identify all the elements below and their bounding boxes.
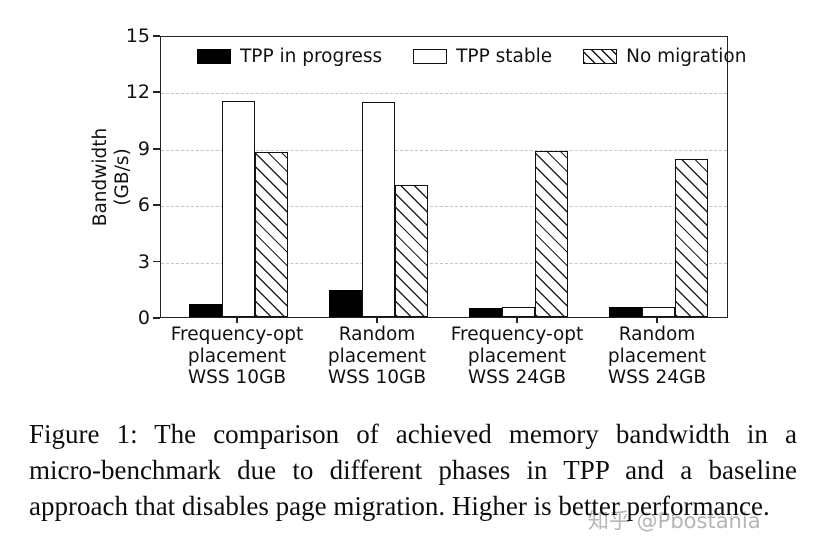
x-tick-label-line: Random — [338, 324, 416, 345]
bar-hatched — [394, 185, 428, 317]
legend-swatch-black-icon — [197, 49, 231, 64]
bar-white-outline — [641, 307, 675, 317]
legend-label: TPP stable — [456, 46, 553, 67]
y-tick-label: 12 — [125, 81, 150, 104]
y-tick-label: 0 — [137, 307, 150, 329]
y-gridline — [161, 93, 727, 95]
legend-item-no-migration: No migration — [583, 46, 746, 67]
y-tick-mark — [153, 35, 160, 37]
bar-solid-black — [328, 290, 362, 317]
y-tick-label: 6 — [137, 194, 150, 217]
x-tick-label-line: placement — [607, 345, 707, 367]
y-tick-mark — [153, 317, 160, 319]
x-tick-label-line: placement — [187, 345, 287, 367]
legend-label: No migration — [626, 46, 747, 67]
x-tick-label-line: Frequency-opt — [170, 324, 304, 345]
y-tick-mark — [153, 260, 160, 263]
bar-hatched — [534, 151, 568, 317]
legend-swatch-hatched-icon — [583, 49, 618, 64]
y-tick-mark — [153, 204, 160, 206]
legend-item-tpp-in-progress: TPP in progress — [197, 46, 382, 67]
bar-solid-black — [608, 307, 642, 317]
x-tick-mark — [516, 318, 518, 323]
x-tick-label: Frequency-opt placement WSS 24GB — [432, 324, 602, 389]
bar-solid-black — [468, 308, 502, 317]
x-tick-label-line: placement — [327, 345, 427, 367]
x-tick-label-line: WSS 10GB — [327, 367, 427, 388]
x-tick-label-line: Frequency-opt — [450, 324, 584, 345]
bar-white-outline — [361, 102, 395, 317]
y-tick-label: 3 — [137, 250, 150, 273]
bar-hatched — [254, 152, 288, 317]
x-tick-mark — [376, 318, 378, 323]
x-tick-label-line: WSS 24GB — [467, 367, 567, 388]
legend-label: TPP in progress — [240, 46, 383, 67]
x-tick-label-line: WSS 24GB — [607, 367, 707, 388]
caption-line: micro-benchmark due to different phases … — [29, 455, 797, 485]
x-tick-mark — [656, 318, 658, 323]
y-tick-mark — [153, 147, 160, 150]
bar-solid-black — [188, 304, 222, 317]
figure-caption: Figure 1: The comparison of achieved mem… — [29, 416, 797, 524]
caption-line: approach that disables page migration. H… — [29, 491, 770, 521]
watermark: 知乎 @Pbostania — [588, 509, 761, 533]
x-tick-mark — [236, 318, 238, 323]
x-tick-label: Random placement WSS 10GB — [292, 324, 462, 389]
x-tick-label-line: WSS 10GB — [187, 367, 287, 388]
y-tick-label: 9 — [137, 137, 150, 160]
legend: TPP in progress TPP stable No migration — [197, 46, 746, 67]
legend-item-tpp-stable: TPP stable — [413, 46, 552, 67]
y-tick-mark — [153, 91, 160, 94]
y-gridline — [161, 149, 727, 151]
x-tick-label: Random placement WSS 24GB — [572, 324, 742, 389]
bar-white-outline — [501, 307, 535, 317]
y-gridline — [161, 206, 727, 208]
x-tick-label: Frequency-opt placement WSS 10GB — [152, 324, 322, 389]
caption-line: Figure 1: The comparison of achieved mem… — [29, 419, 797, 449]
y-tick-label: 15 — [125, 25, 150, 47]
bar-white-outline — [221, 101, 255, 317]
legend-swatch-white-icon — [413, 49, 448, 64]
plot-area: TPP in progress TPP stable No migration — [160, 36, 746, 318]
bar-hatched — [674, 159, 708, 317]
x-tick-label-line: placement — [467, 345, 567, 367]
y-gridline — [161, 262, 727, 264]
x-tick-label-line: Random — [618, 324, 696, 345]
